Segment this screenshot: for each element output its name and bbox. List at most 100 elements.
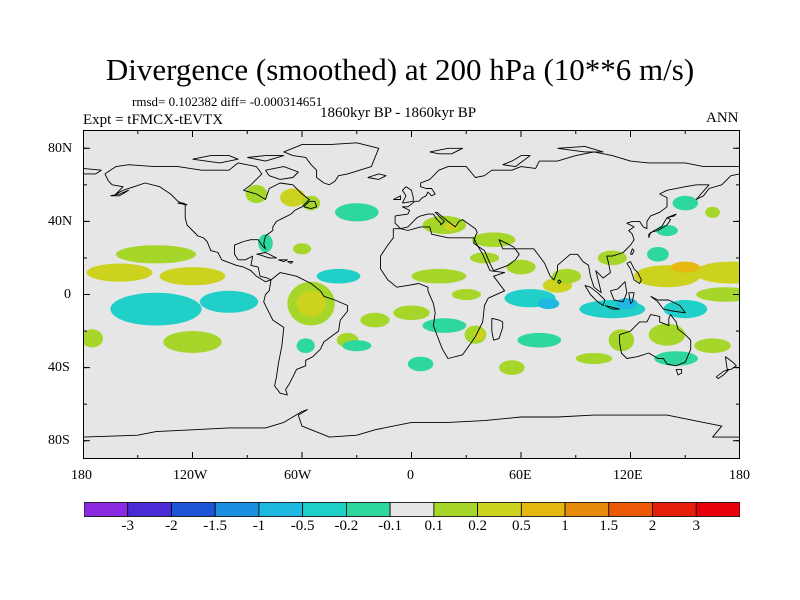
coastline-4 bbox=[394, 151, 740, 294]
colorbar-swatch-7 bbox=[389, 502, 435, 517]
divergence-region-5 bbox=[199, 290, 259, 313]
experiment-label: Expt = tFMCX-tEVTX bbox=[83, 112, 224, 128]
coastline-18 bbox=[648, 217, 672, 238]
coastline-34 bbox=[303, 200, 318, 210]
colorbar-label-9: 0.5 bbox=[512, 518, 531, 534]
colorbar-label-13: 3 bbox=[692, 518, 701, 534]
divergence-region-44 bbox=[670, 261, 700, 273]
divergence-region-35 bbox=[473, 329, 485, 341]
coastline-layer bbox=[83, 142, 740, 438]
period-label: 1860kyr BP - 1860kyr BP bbox=[320, 105, 477, 121]
divergence-region-51 bbox=[656, 225, 678, 236]
colorbar-swatch-9 bbox=[477, 502, 522, 517]
colorbar-swatch-10 bbox=[520, 502, 566, 517]
coastline-11 bbox=[715, 368, 730, 380]
divergence-region-13 bbox=[292, 243, 312, 255]
coastline-33 bbox=[265, 166, 299, 180]
lat-label-80n: 80N bbox=[48, 141, 73, 156]
map-frame bbox=[83, 130, 740, 459]
coastline-20 bbox=[630, 248, 635, 255]
coastline-27 bbox=[83, 409, 740, 438]
divergence-region-48 bbox=[648, 323, 686, 346]
colorbar-label-8: 0.2 bbox=[468, 518, 487, 534]
divergence-region-39 bbox=[499, 360, 525, 375]
coastline-25 bbox=[278, 259, 288, 263]
coastline-17 bbox=[626, 261, 642, 284]
divergence-region-17 bbox=[296, 290, 326, 317]
colorbar-label-1: -2 bbox=[165, 518, 178, 534]
map-panel bbox=[83, 130, 740, 459]
lon-label-60e: 60E bbox=[509, 468, 532, 483]
colorbar-swatch-6 bbox=[345, 502, 391, 517]
coastline-0 bbox=[104, 162, 310, 283]
lat-label-40s: 40S bbox=[48, 360, 70, 375]
colorbar-swatch-0 bbox=[84, 502, 129, 517]
colorbar-label-10: 1 bbox=[561, 518, 569, 534]
divergence-region-47 bbox=[608, 329, 635, 352]
lat-label-0: 0 bbox=[64, 287, 71, 302]
colorbar-label-2: -1.5 bbox=[203, 518, 228, 534]
coastline-16 bbox=[650, 295, 686, 314]
colorbar-swatch-4 bbox=[258, 502, 304, 517]
lon-label-180e: 180 bbox=[729, 468, 750, 483]
colorbar-label-0: -3 bbox=[121, 518, 135, 534]
lat-label-80s: 80S bbox=[48, 433, 70, 448]
plot-title: Divergence (smoothed) at 200 hPa (10**6 … bbox=[105, 52, 695, 87]
colorbar-swatch-1 bbox=[127, 502, 172, 517]
coastline-26 bbox=[287, 261, 294, 264]
divergence-region-20 bbox=[296, 338, 315, 353]
divergence-region-49 bbox=[654, 351, 698, 366]
divergence-region-12 bbox=[258, 234, 273, 253]
divergence-region-37 bbox=[422, 318, 467, 333]
coastline-32 bbox=[247, 155, 285, 162]
divergence-region-14 bbox=[334, 203, 379, 222]
lon-label-180w: 180 bbox=[71, 468, 92, 483]
divergence-region-41 bbox=[615, 298, 638, 310]
coastline-31 bbox=[192, 155, 239, 164]
colorbar-label-7: 0.1 bbox=[424, 518, 444, 534]
divergence-region-33 bbox=[552, 268, 582, 284]
divergence-region-28 bbox=[451, 289, 481, 300]
coastline-9 bbox=[675, 368, 683, 376]
colorbar-swatch-3 bbox=[214, 502, 260, 517]
divergence-region-1 bbox=[696, 287, 740, 302]
season-label: ANN bbox=[706, 110, 739, 126]
lat-label-40n: 40N bbox=[48, 214, 73, 229]
coastline-8 bbox=[619, 314, 692, 367]
divergence-region-8 bbox=[163, 331, 222, 353]
coastline-23 bbox=[177, 202, 188, 206]
colorbar-swatch-8 bbox=[433, 502, 478, 517]
divergence-region-6 bbox=[115, 245, 197, 264]
divergence-region-10 bbox=[280, 188, 306, 207]
coastline-35 bbox=[83, 167, 102, 175]
coastline-24 bbox=[256, 252, 277, 259]
coastline-21 bbox=[491, 317, 504, 341]
stats-label: rmsd= 0.102382 diff= -0.000314651 bbox=[132, 94, 323, 109]
divergence-region-29 bbox=[393, 305, 430, 321]
divergence-region-23 bbox=[444, 223, 459, 231]
colorbar-label-6: -0.1 bbox=[378, 518, 403, 534]
lon-label-0: 0 bbox=[407, 468, 414, 483]
colorbar-label-3: -1 bbox=[252, 518, 266, 534]
divergence-region-15 bbox=[316, 268, 361, 284]
colorbar-swatch-13 bbox=[652, 502, 697, 517]
colorbar-swatch-12 bbox=[608, 502, 653, 517]
divergence-region-21 bbox=[342, 340, 372, 352]
coastline-7 bbox=[367, 173, 387, 180]
divergence-region-25 bbox=[506, 259, 536, 275]
coastline-5 bbox=[401, 186, 414, 204]
coastline-29 bbox=[429, 147, 464, 155]
lon-label-60w: 60W bbox=[284, 468, 312, 483]
colorbar-swatch-5 bbox=[302, 502, 347, 517]
divergence-region-50 bbox=[694, 338, 731, 353]
coastline-1 bbox=[263, 272, 349, 396]
colorbar-swatch-14 bbox=[695, 502, 740, 517]
coastline-2 bbox=[283, 142, 380, 186]
coastline-13 bbox=[604, 305, 620, 310]
divergence-region-42 bbox=[663, 300, 708, 319]
divergence-region-38 bbox=[517, 332, 562, 348]
divergence-region-2 bbox=[86, 263, 153, 282]
divergence-region-3 bbox=[159, 267, 226, 286]
divergence-region-4 bbox=[110, 292, 202, 326]
colorbar bbox=[84, 502, 740, 517]
